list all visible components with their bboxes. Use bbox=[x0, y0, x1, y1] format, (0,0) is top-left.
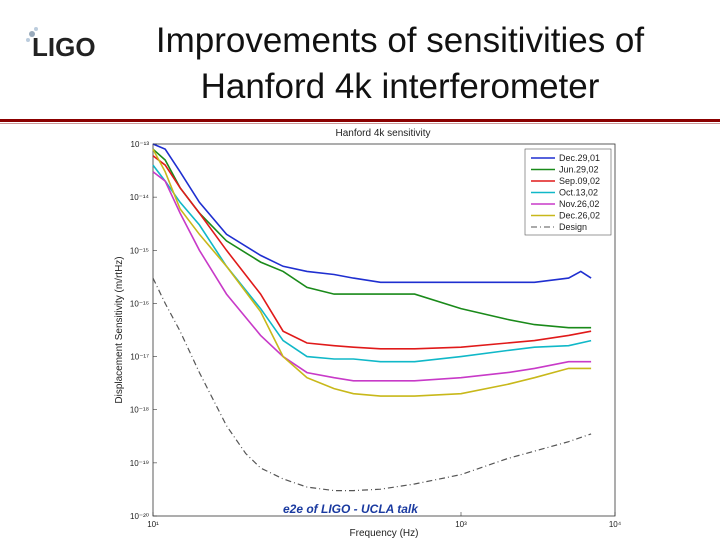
x-tick-layer: 10¹ 10³ 10⁴ bbox=[147, 512, 622, 529]
y-tick-label-7: 10⁻²⁰ bbox=[130, 512, 149, 521]
logo-text: LIGO bbox=[32, 32, 96, 60]
sensitivity-chart: Hanford 4k sensitivity 10⁻¹³10⁻¹⁴10⁻¹⁵10… bbox=[114, 128, 622, 539]
title-line-2: Hanford 4k interferometer bbox=[200, 67, 600, 106]
legend-label-0: Dec.29,01 bbox=[559, 153, 600, 163]
legend-label-4: Nov.26,02 bbox=[559, 199, 599, 209]
legend-label-1: Jun.29,02 bbox=[559, 165, 599, 175]
title-divider-shadow bbox=[0, 123, 720, 124]
legend-label-3: Oct.13,02 bbox=[559, 188, 598, 198]
legend-label-2: Sep.09,02 bbox=[559, 176, 600, 186]
ligo-logo: LIGO bbox=[26, 27, 96, 60]
x-tick-label-2: 10⁴ bbox=[609, 520, 622, 529]
slide-title: Improvements of sensitivities of Hanford… bbox=[120, 18, 680, 110]
y-tick-label-4: 10⁻¹⁷ bbox=[130, 353, 149, 362]
series-line-6 bbox=[152, 277, 592, 492]
y-tick-label-5: 10⁻¹⁸ bbox=[130, 406, 149, 415]
x-tick-label-0: 10¹ bbox=[147, 520, 159, 529]
y-tick-label-3: 10⁻¹⁶ bbox=[130, 299, 149, 308]
y-tick-label-1: 10⁻¹⁴ bbox=[130, 193, 150, 202]
title-line-1: Improvements of sensitivities of bbox=[155, 21, 645, 60]
series-line-0 bbox=[152, 143, 592, 284]
y-tick-label-0: 10⁻¹³ bbox=[131, 140, 150, 149]
y-tick-layer: 10⁻¹³ 10⁻¹⁴ 10⁻¹⁵ 10⁻¹⁶ 10⁻¹⁷ 10⁻¹⁸ 10⁻¹⁹ 10⁻²⁰ bbox=[130, 140, 157, 521]
legend-label-6: Design bbox=[559, 222, 587, 232]
series-line-3 bbox=[152, 164, 592, 363]
legend-label-5: Dec.26,02 bbox=[559, 211, 600, 221]
series-line-5 bbox=[152, 148, 592, 397]
series-line-2 bbox=[152, 155, 592, 350]
y-axis-label: Displacement Sensitivity (m/rtHz) bbox=[114, 256, 125, 403]
series-line-4 bbox=[152, 171, 592, 382]
x-tick-label-1: 10³ bbox=[455, 520, 467, 529]
title-divider bbox=[0, 119, 720, 122]
y-tick-label-2: 10⁻¹⁵ bbox=[130, 246, 149, 255]
footer-text: e2e of LIGO - UCLA talk bbox=[283, 502, 418, 516]
plot-frame bbox=[152, 143, 616, 517]
series-layer bbox=[152, 143, 592, 492]
y-tick-label-6: 10⁻¹⁹ bbox=[130, 459, 149, 468]
chart-title: Hanford 4k sensitivity bbox=[335, 128, 430, 139]
x-axis-label: Frequency (Hz) bbox=[350, 528, 419, 539]
